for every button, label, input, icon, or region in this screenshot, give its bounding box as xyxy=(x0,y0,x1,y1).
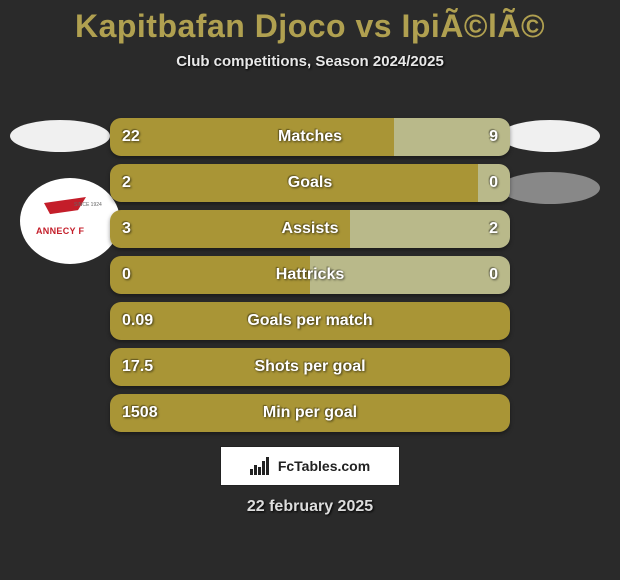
stat-value-right: 0 xyxy=(489,266,498,284)
brand-text: FcTables.com xyxy=(278,458,370,474)
stat-label: Shots per goal xyxy=(254,358,365,376)
stat-row: 17.5 Shots per goal xyxy=(110,348,510,386)
subtitle: Club competitions, Season 2024/2025 xyxy=(0,53,620,70)
stat-value-right: 0 xyxy=(489,174,498,192)
date-text: 22 february 2025 xyxy=(247,498,373,516)
stat-row: 3 2 Assists xyxy=(110,210,510,248)
stat-label: Goals xyxy=(288,174,332,192)
stat-row: 0 0 Hattricks xyxy=(110,256,510,294)
club-left-logo: SINCE 1924 ANNECY F xyxy=(20,178,120,264)
club-right-logo xyxy=(500,172,600,204)
bar-left-fill xyxy=(110,118,394,156)
bar-right-fill xyxy=(350,210,510,248)
stat-label: Hattricks xyxy=(276,266,344,284)
player-left-avatar xyxy=(10,120,110,152)
stat-value-left: 22 xyxy=(122,128,140,146)
stats-container: 22 9 Matches 2 0 Goals 3 2 Assists 0 0 Hattricks 0.0… xyxy=(110,118,510,440)
stat-value-right: 9 xyxy=(489,128,498,146)
stat-value-left: 0.09 xyxy=(122,312,153,330)
footer-brand-badge[interactable]: FcTables.com xyxy=(220,446,400,486)
stat-label: Min per goal xyxy=(263,404,357,422)
stat-row: 0.09 Goals per match xyxy=(110,302,510,340)
stat-row: 22 9 Matches xyxy=(110,118,510,156)
stat-label: Goals per match xyxy=(247,312,372,330)
stat-value-left: 17.5 xyxy=(122,358,153,376)
brand-chart-icon xyxy=(250,457,272,475)
page-title: Kapitbafan Djoco vs IpiÃ©lÃ© xyxy=(0,0,620,45)
stat-row: 2 0 Goals xyxy=(110,164,510,202)
stat-label: Assists xyxy=(282,220,339,238)
club-logo-smalltext: SINCE 1924 xyxy=(74,202,102,208)
stat-row: 1508 Min per goal xyxy=(110,394,510,432)
stat-value-left: 3 xyxy=(122,220,131,238)
player-right-avatar xyxy=(500,120,600,152)
stat-value-left: 0 xyxy=(122,266,131,284)
stat-value-left: 2 xyxy=(122,174,131,192)
stat-value-right: 2 xyxy=(489,220,498,238)
stat-value-left: 1508 xyxy=(122,404,158,422)
stat-label: Matches xyxy=(278,128,342,146)
club-logo-text: ANNECY F xyxy=(36,226,84,236)
